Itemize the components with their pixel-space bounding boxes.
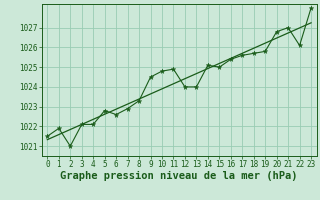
X-axis label: Graphe pression niveau de la mer (hPa): Graphe pression niveau de la mer (hPa) (60, 171, 298, 181)
